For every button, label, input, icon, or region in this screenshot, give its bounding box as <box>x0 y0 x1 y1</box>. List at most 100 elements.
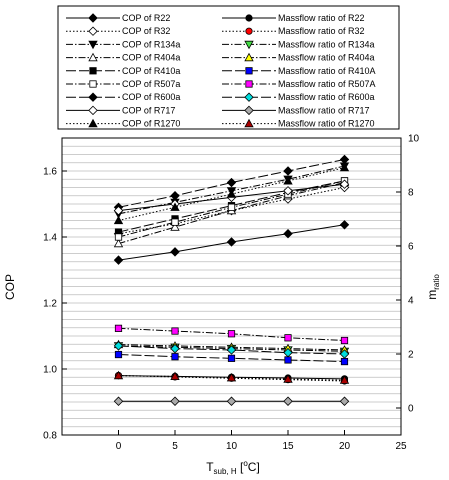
x-tick-label: 5 <box>172 441 178 452</box>
x-axis-label-sub: sub, H <box>214 467 237 476</box>
data-point <box>170 191 180 201</box>
x-tick-label: 10 <box>226 441 238 452</box>
legend-marker <box>244 40 254 50</box>
data-point <box>227 203 236 211</box>
data-point <box>113 215 124 225</box>
legend-entry: COP of R32 <box>122 26 170 36</box>
legend-entry: Massflow ratio of R32 <box>278 26 365 36</box>
x-axis-label-open: [ <box>237 460 244 474</box>
data-point <box>114 350 123 359</box>
data-point <box>170 247 180 257</box>
legend-entry: Massflow ratio of R404a <box>278 53 375 63</box>
legend-entry: Massflow ratio of R1270 <box>278 119 375 129</box>
legend-marker <box>89 67 97 75</box>
legend-box <box>57 5 400 130</box>
legend-marker <box>88 105 98 116</box>
y-left-axis-label: COP <box>3 274 17 300</box>
y-right-axis-label: mratio <box>425 274 441 300</box>
data-point <box>226 189 237 198</box>
legend-entry: COP of R404a <box>122 53 180 63</box>
y-right-axis-label-sub: ratio <box>432 274 441 290</box>
y-right-tick-label: 0 <box>408 404 414 415</box>
legend-marker <box>244 92 254 102</box>
data-point <box>283 176 293 185</box>
data-point <box>339 396 350 406</box>
data-point <box>114 233 123 241</box>
y-right-tick-label: 4 <box>408 296 414 307</box>
data-point <box>113 370 124 380</box>
legend-marker <box>88 26 98 36</box>
legend-entry: Massflow ratio of R134a <box>278 39 375 49</box>
data-point <box>171 327 179 335</box>
legend-entry: Massflow ratio of R717 <box>278 105 370 115</box>
legend-marker <box>88 118 98 128</box>
data-point <box>113 238 124 248</box>
legend-entry: Massflow ratio of R507A <box>278 79 376 89</box>
legend-marker <box>244 52 254 62</box>
legend-marker <box>245 80 253 88</box>
y-left-tick-label: 0.8 <box>43 431 57 442</box>
x-axis-label-deg: o <box>243 459 248 468</box>
x-tick-label: 15 <box>282 441 294 452</box>
data-point <box>283 347 293 358</box>
data-point <box>339 349 350 359</box>
data-point <box>283 166 293 176</box>
legend-marker <box>245 14 253 22</box>
legend-marker <box>244 118 254 128</box>
y-right-tick-label: 2 <box>408 350 414 361</box>
legend-entry: COP of R134a <box>122 39 180 49</box>
legend: COP of R22 COP of R32 COP of R134a COP of R… <box>57 5 400 130</box>
data-point <box>114 324 123 332</box>
data-point <box>284 334 292 342</box>
legend-marker <box>89 80 97 88</box>
data-point <box>113 396 124 406</box>
data-point <box>170 202 180 211</box>
legend-marker <box>245 67 253 75</box>
data-point <box>226 372 237 382</box>
legend-entry: COP of R22 <box>122 13 170 23</box>
data-point <box>170 343 180 354</box>
legend-entry: COP of R507a <box>122 79 180 89</box>
data-point <box>227 354 236 362</box>
data-point <box>226 237 237 247</box>
data-point <box>340 357 349 366</box>
plot-markers <box>113 154 350 406</box>
legend-entry: COP of R600a <box>122 92 180 102</box>
data-point <box>113 205 124 216</box>
data-point <box>339 375 350 384</box>
legend-marker <box>88 13 98 23</box>
y-left-tick-label: 1.0 <box>43 365 57 376</box>
data-point <box>283 186 293 196</box>
x-axis-label: Tsub, H [oC] <box>206 459 260 476</box>
data-point <box>283 396 293 406</box>
legend-entry: COP of R717 <box>122 105 175 115</box>
data-point <box>284 356 292 364</box>
data-point <box>226 345 237 355</box>
data-point <box>113 255 124 265</box>
x-tick-label: 0 <box>116 441 122 452</box>
legend-marker <box>88 40 98 50</box>
y-right-axis-label-main: m <box>425 290 439 300</box>
y-left-tick-label: 1.4 <box>43 233 57 244</box>
data-point <box>170 396 180 406</box>
x-tick-label: 20 <box>339 441 351 452</box>
data-point <box>283 374 293 383</box>
x-axis-label-close: C] <box>248 460 260 474</box>
legend-marker <box>245 27 253 35</box>
y-right-tick-label: 6 <box>408 242 414 253</box>
x-tick-label: 25 <box>395 441 407 452</box>
y-right-tick-label: 8 <box>408 188 414 199</box>
legend-entry: Massflow ratio of R600a <box>278 92 375 102</box>
data-point <box>339 162 350 172</box>
y-left-tick-label: 1.6 <box>43 167 57 178</box>
data-point <box>171 218 179 226</box>
data-point <box>171 353 179 361</box>
data-point <box>340 336 349 345</box>
legend-entry: Massflow ratio of R410A <box>278 66 376 76</box>
legend-marker <box>88 52 98 62</box>
data-point <box>170 222 180 231</box>
y-left-tick-label: 1.2 <box>43 299 57 310</box>
axes: 0.8 1.0 1.2 1.4 1.6 0 2 4 6 8 10 0 5 10 15 20 25 <box>43 134 419 453</box>
data-point <box>170 371 180 381</box>
data-point <box>113 341 124 351</box>
